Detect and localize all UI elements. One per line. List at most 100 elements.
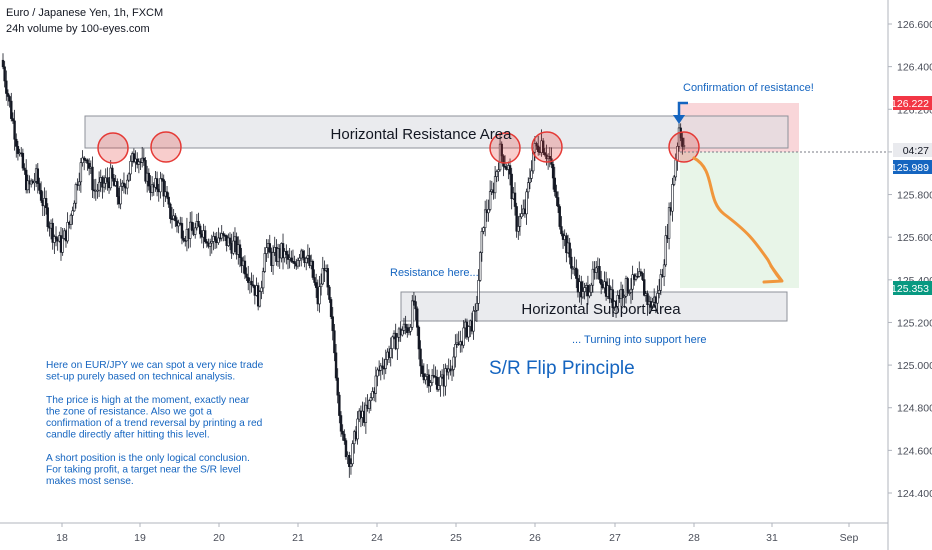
candle-body bbox=[527, 182, 530, 193]
candle-body bbox=[238, 244, 242, 258]
candle-body bbox=[210, 241, 213, 244]
candle-body bbox=[97, 181, 101, 191]
candle-body bbox=[498, 143, 502, 171]
candle-body bbox=[81, 157, 84, 163]
candle-body bbox=[500, 143, 503, 157]
candle-body bbox=[86, 159, 89, 164]
stop-price-text: 126.222 bbox=[891, 98, 929, 110]
y-tick-label: 125.200 bbox=[897, 317, 932, 329]
candle-body bbox=[391, 336, 394, 349]
candle-body bbox=[659, 274, 663, 291]
timer-tag: 04:27 bbox=[893, 143, 932, 157]
candle-body bbox=[11, 118, 15, 122]
stop-price-tag: 126.222 bbox=[891, 96, 932, 110]
candle-body bbox=[66, 222, 69, 242]
note-line: set-up purely based on technical analysi… bbox=[46, 372, 235, 383]
candle-body bbox=[621, 289, 624, 298]
candle-body bbox=[293, 261, 296, 265]
candle-body bbox=[305, 258, 308, 264]
resistance-area-label: Horizontal Resistance Area bbox=[331, 126, 513, 143]
candle-body bbox=[555, 191, 558, 198]
candle-body bbox=[364, 404, 368, 423]
candle-body bbox=[54, 236, 58, 240]
candle-body bbox=[15, 138, 18, 147]
y-tick-label: 124.600 bbox=[897, 445, 932, 457]
candle-body bbox=[336, 377, 339, 396]
candle-body bbox=[122, 182, 126, 187]
candle-body bbox=[348, 455, 351, 468]
candle-body bbox=[286, 254, 290, 260]
candle-body bbox=[502, 155, 505, 167]
candle-body bbox=[599, 279, 603, 285]
candle-body bbox=[10, 100, 13, 119]
candle-body bbox=[634, 276, 638, 280]
candle-body bbox=[674, 159, 677, 178]
candle-body bbox=[580, 281, 583, 298]
candle-body bbox=[217, 237, 220, 244]
candle-body bbox=[169, 203, 172, 219]
candle-body bbox=[643, 279, 646, 296]
candle-body bbox=[497, 169, 500, 172]
candle-body bbox=[341, 430, 344, 435]
candles-layer bbox=[1, 53, 686, 478]
candle-body bbox=[631, 274, 634, 290]
candle-body bbox=[594, 267, 598, 273]
candle-body bbox=[73, 202, 76, 212]
candle-body bbox=[586, 285, 590, 297]
candle-body bbox=[518, 216, 522, 227]
candle-body bbox=[127, 173, 131, 181]
candle-body bbox=[150, 184, 154, 193]
candle-body bbox=[314, 282, 318, 288]
candle-body bbox=[190, 221, 194, 231]
confirmation-arrow-path bbox=[677, 101, 688, 116]
candle-body bbox=[311, 260, 315, 278]
candle-body bbox=[616, 295, 619, 307]
candle-body bbox=[301, 250, 305, 258]
candle-body bbox=[638, 271, 641, 277]
candle-body bbox=[416, 308, 419, 328]
x-tick-label: 26 bbox=[529, 532, 541, 544]
candle-body bbox=[548, 156, 551, 160]
note-line: A short position is the only logical con… bbox=[46, 453, 250, 464]
candle-body bbox=[430, 375, 434, 383]
candle-body bbox=[258, 291, 262, 307]
candle-body bbox=[520, 213, 523, 218]
y-tick-label: 126.400 bbox=[897, 62, 932, 74]
touch-circle-3 bbox=[489, 132, 521, 164]
note-line: candle directly after hitting this level… bbox=[46, 430, 210, 441]
candle-body bbox=[681, 137, 684, 147]
current-price-tag: 125.989 bbox=[891, 160, 932, 174]
candle-body bbox=[515, 206, 518, 232]
flip-principle-label: S/R Flip Principle bbox=[489, 358, 635, 379]
x-tick-label: 27 bbox=[609, 532, 621, 544]
candle-body bbox=[427, 374, 431, 387]
candle-body bbox=[639, 271, 643, 274]
candle-body bbox=[417, 326, 421, 350]
candle-body bbox=[1, 59, 5, 68]
candle-body bbox=[144, 160, 147, 182]
candle-body bbox=[657, 290, 661, 294]
candle-body bbox=[245, 273, 248, 278]
candle-body bbox=[474, 310, 477, 312]
candle-body bbox=[102, 182, 106, 188]
candle-body bbox=[411, 300, 414, 328]
candle-body bbox=[409, 326, 412, 332]
candle-body bbox=[472, 310, 475, 332]
analysis-note: Here on EUR/JPY we can spot a very nice … bbox=[46, 360, 264, 487]
candle-body bbox=[137, 161, 141, 165]
candle-body bbox=[329, 299, 333, 318]
candle-body bbox=[667, 207, 671, 239]
candle-body bbox=[528, 178, 532, 183]
candle-body bbox=[281, 243, 285, 259]
candle-body bbox=[421, 365, 424, 374]
x-tick-label: 19 bbox=[134, 532, 146, 544]
candle-body bbox=[142, 157, 146, 161]
candle-body bbox=[435, 376, 439, 390]
candle-body bbox=[218, 237, 222, 240]
candle-body bbox=[543, 152, 547, 156]
candle-body bbox=[5, 80, 8, 94]
candle-body bbox=[51, 222, 54, 243]
candle-body bbox=[513, 192, 517, 207]
